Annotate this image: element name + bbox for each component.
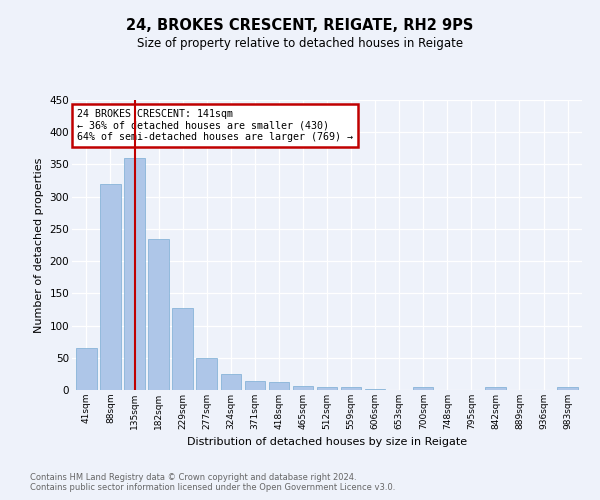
Text: Contains public sector information licensed under the Open Government Licence v3: Contains public sector information licen…: [30, 484, 395, 492]
Bar: [124, 158, 145, 390]
Bar: [485, 388, 506, 390]
Bar: [100, 184, 121, 390]
Text: Contains HM Land Registry data © Crown copyright and database right 2024.: Contains HM Land Registry data © Crown c…: [30, 474, 356, 482]
Bar: [245, 381, 265, 390]
Bar: [413, 387, 433, 390]
Y-axis label: Number of detached properties: Number of detached properties: [34, 158, 44, 332]
Bar: [221, 374, 241, 390]
X-axis label: Distribution of detached houses by size in Reigate: Distribution of detached houses by size …: [187, 438, 467, 448]
Bar: [341, 388, 361, 390]
Bar: [269, 382, 289, 390]
Bar: [317, 388, 337, 390]
Bar: [293, 386, 313, 390]
Bar: [196, 358, 217, 390]
Text: Size of property relative to detached houses in Reigate: Size of property relative to detached ho…: [137, 38, 463, 51]
Bar: [172, 308, 193, 390]
Text: 24, BROKES CRESCENT, REIGATE, RH2 9PS: 24, BROKES CRESCENT, REIGATE, RH2 9PS: [127, 18, 473, 32]
Bar: [148, 238, 169, 390]
Bar: [76, 348, 97, 390]
Bar: [557, 388, 578, 390]
Text: 24 BROKES CRESCENT: 141sqm
← 36% of detached houses are smaller (430)
64% of sem: 24 BROKES CRESCENT: 141sqm ← 36% of deta…: [77, 108, 353, 142]
